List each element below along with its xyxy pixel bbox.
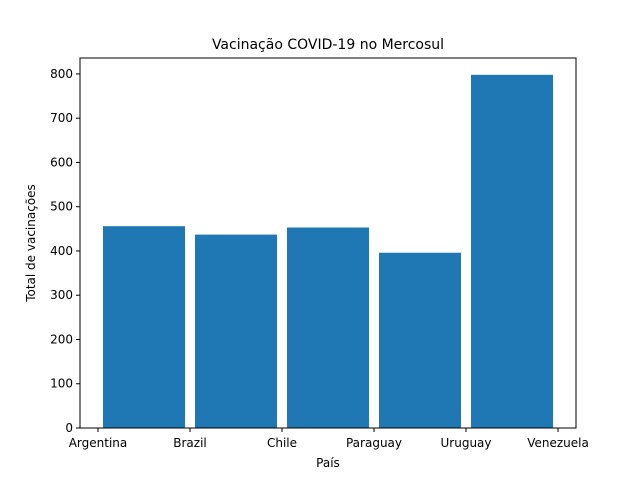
y-tick-label: 100 [50, 377, 73, 391]
plot-area-frame [79, 57, 577, 429]
x-tick-label: Paraguay [346, 436, 402, 450]
y-tick-label: 400 [50, 244, 73, 258]
bar [471, 74, 553, 429]
x-tick-label: Venezuela [527, 436, 589, 450]
x-axis-label: País [316, 456, 340, 470]
bar [287, 227, 369, 428]
y-tick-label: 500 [50, 200, 73, 214]
x-tick-label: Uruguay [441, 436, 492, 450]
x-axis: Argentina Brazil Chile Paraguay Uruguay Venez… [69, 428, 589, 450]
y-tick-label: 0 [65, 421, 73, 435]
bar [195, 234, 277, 428]
y-axis-label: Total de vacinações [24, 184, 38, 303]
y-axis: 0 100 200 300 400 500 600 700 800 [50, 67, 80, 435]
x-tick-label: Argentina [69, 436, 128, 450]
y-tick-label: 800 [50, 67, 73, 81]
y-tick-label: 200 [50, 332, 73, 346]
y-tick-label: 600 [50, 155, 73, 169]
x-tick-label: Chile [267, 436, 297, 450]
bar [103, 226, 185, 428]
y-tick-label: 300 [50, 288, 73, 302]
bar [379, 252, 461, 428]
y-tick-label: 700 [50, 111, 73, 125]
chart-title: Vacinação COVID-19 no Mercosul [212, 37, 444, 53]
x-tick-label: Brazil [173, 436, 207, 450]
bars-layer [103, 74, 553, 429]
